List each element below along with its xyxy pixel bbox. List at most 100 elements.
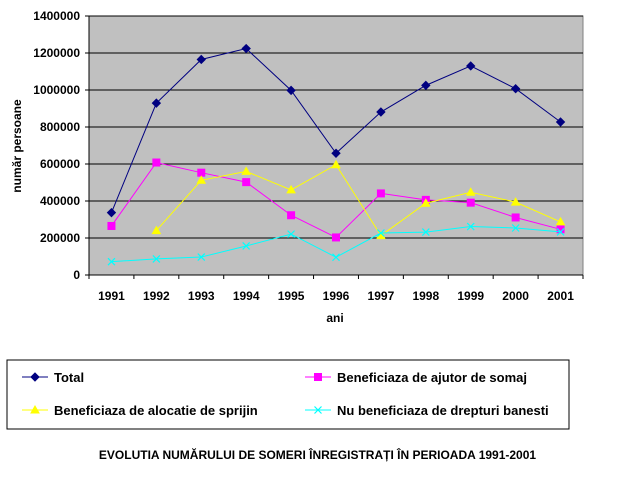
marker-stroke — [556, 227, 565, 236]
y-tick-labels: 0 200000 400000 600000 800000 1000000 1200000 1… — [33, 9, 80, 282]
marker-stroke — [466, 222, 475, 231]
legend-marker — [314, 373, 322, 381]
data-point — [152, 254, 161, 263]
data-point — [152, 158, 161, 167]
data-point — [332, 233, 340, 242]
marker-stroke — [152, 254, 161, 263]
data-point — [421, 228, 430, 237]
data-point — [107, 257, 116, 266]
data-point — [555, 216, 566, 226]
data-point — [555, 117, 566, 127]
data-point — [106, 207, 117, 218]
data-point — [510, 197, 521, 206]
data-point — [286, 85, 296, 96]
series-line — [155, 164, 561, 237]
marker-stroke — [107, 257, 116, 266]
y-tick-label: 0 — [73, 268, 80, 282]
data-point — [331, 148, 341, 158]
data-point — [286, 184, 296, 194]
legend-item-1: Total — [22, 370, 84, 385]
legend-item-2: Beneficiaza de ajutor de somaj — [305, 370, 527, 385]
y-tick-label: 800000 — [40, 120, 80, 134]
legend-label: Nu beneficiaza de drepturi banesti — [337, 403, 549, 418]
series-3 — [151, 159, 566, 240]
data-point — [107, 221, 116, 230]
marker-stroke — [376, 229, 385, 237]
legend-item-3: Beneficiaza de alocatie de sprijin — [22, 403, 258, 418]
x-tick-label: 1991 — [98, 289, 125, 303]
x-tick-label: 2001 — [547, 289, 574, 303]
data-point — [420, 198, 431, 207]
x-tick-label: 1994 — [233, 289, 260, 303]
data-point — [511, 213, 520, 222]
data-point — [242, 242, 251, 250]
data-point — [151, 98, 162, 108]
x-tick-label: 1997 — [368, 289, 395, 303]
marker-stroke — [421, 228, 430, 237]
y-axis-title: număr persoane — [10, 99, 24, 193]
data-point — [376, 107, 386, 117]
x-tick-label: 1992 — [143, 289, 170, 303]
data-point — [466, 222, 475, 231]
axes — [85, 15, 584, 279]
marker-stroke — [197, 253, 206, 261]
data-point — [197, 168, 206, 177]
data-point — [465, 187, 476, 196]
x-tick-label: 1999 — [457, 289, 484, 303]
legend-box — [6, 359, 570, 430]
data-point — [421, 80, 431, 91]
data-point — [556, 227, 565, 236]
data-point — [510, 83, 521, 94]
legend-marker — [314, 406, 322, 414]
data-point — [466, 198, 475, 207]
x-tick-label: 1993 — [188, 289, 215, 303]
data-point — [376, 229, 385, 237]
y-tick-label: 1400000 — [33, 9, 80, 23]
y-tick-label: 200000 — [40, 231, 80, 245]
marker-stroke — [242, 242, 251, 250]
legend-label: Total — [54, 370, 84, 385]
legend: Total Beneficiaza de ajutor de somaj Benef… — [22, 370, 549, 418]
data-point — [331, 159, 341, 169]
data-point — [332, 253, 340, 262]
x-tick-label: 2000 — [502, 289, 529, 303]
y-tick-label: 400000 — [40, 194, 80, 208]
marker-stroke — [287, 230, 296, 239]
data-point — [241, 43, 251, 54]
y-tick-label: 600000 — [40, 157, 80, 171]
data-point — [242, 178, 251, 187]
data-point — [556, 225, 565, 234]
x-axis-title: ani — [326, 311, 343, 325]
marker-stroke — [332, 253, 340, 262]
chart-title: EVOLUTIA NUMĂRULUI DE SOMERI ÎNREGISTRAȚ… — [98, 448, 537, 462]
series-group — [106, 43, 566, 266]
data-point — [287, 230, 296, 239]
marker-stroke — [511, 224, 520, 232]
data-point — [287, 211, 296, 220]
legend-label: Beneficiaza de alocatie de sprijin — [54, 403, 258, 418]
plot-area — [88, 15, 584, 276]
data-point — [511, 224, 520, 232]
y-tick-label: 1000000 — [33, 83, 80, 97]
data-point — [196, 54, 206, 65]
data-point — [376, 189, 385, 198]
legend-marker — [30, 372, 40, 382]
data-point — [196, 175, 207, 184]
marker-stroke — [314, 406, 322, 414]
data-point — [197, 253, 206, 261]
data-point — [151, 225, 162, 235]
legend-marker — [30, 404, 40, 414]
series-2 — [107, 158, 565, 242]
x-tick-labels: 1991 1992 1993 1994 1995 1996 1997 1998 1999 2000… — [98, 289, 574, 303]
legend-label: Beneficiaza de ajutor de somaj — [337, 370, 527, 385]
data-point — [466, 61, 476, 71]
x-tick-label: 1995 — [278, 289, 305, 303]
grid-lines — [89, 15, 583, 239]
y-tick-label: 1200000 — [33, 46, 80, 60]
x-tick-label: 1996 — [323, 289, 350, 303]
legend-item-4: Nu beneficiaza de drepturi banesti — [305, 403, 549, 418]
x-tick-label: 1998 — [412, 289, 439, 303]
series-1 — [106, 43, 566, 218]
data-point — [241, 166, 252, 175]
